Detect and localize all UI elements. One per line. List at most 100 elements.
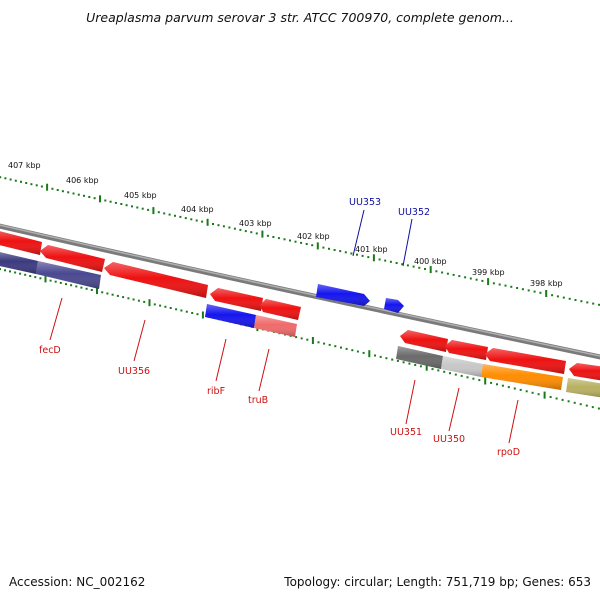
minor-tick <box>431 368 434 371</box>
major-tick <box>96 287 98 295</box>
gene-label-fecd[interactable]: fecD <box>39 345 61 356</box>
major-tick <box>316 242 319 250</box>
reverse-strand-genes <box>0 230 600 381</box>
minor-tick <box>131 205 133 208</box>
feature-block[interactable] <box>205 304 256 328</box>
minor-tick <box>419 365 422 368</box>
reverse-gene-labels: fecD UU356 ribF truB UU351 UU350 rpoD <box>39 297 520 458</box>
minor-tick <box>452 273 455 276</box>
minor-tick <box>361 254 364 257</box>
minor-tick <box>389 260 392 263</box>
gene-uu351-feature[interactable] <box>400 330 448 352</box>
minor-tick <box>379 355 382 358</box>
minor-tick <box>20 180 22 183</box>
gene-label-uu350[interactable]: UU350 <box>433 434 465 445</box>
feature-block[interactable] <box>254 315 297 337</box>
feature-block[interactable] <box>481 364 563 390</box>
minor-tick <box>104 199 107 202</box>
minor-tick <box>469 277 472 280</box>
minor-tick <box>266 234 269 237</box>
minor-tick <box>322 246 325 249</box>
minor-tick <box>163 212 166 215</box>
minor-tick <box>367 256 370 259</box>
feature-block[interactable] <box>441 356 483 377</box>
minor-tick <box>14 271 17 274</box>
minor-tick <box>549 396 552 398</box>
minor-tick <box>478 379 481 382</box>
gene-label-uu351[interactable]: UU351 <box>390 427 422 438</box>
gene-ribf-feature[interactable] <box>210 288 263 311</box>
minor-tick <box>88 196 91 198</box>
feature-block[interactable] <box>396 346 443 369</box>
minor-tick <box>490 381 493 384</box>
minor-tick <box>356 253 358 256</box>
minor-tick <box>244 230 247 233</box>
minor-tick <box>391 358 394 361</box>
feature-block[interactable] <box>36 261 101 289</box>
gene-uu356-feature[interactable] <box>104 262 208 298</box>
minor-tick <box>191 312 194 314</box>
minor-tick <box>24 273 27 276</box>
gene-uu352-feature[interactable] <box>384 298 404 313</box>
gene-rpod-feature[interactable] <box>485 348 566 374</box>
minor-tick <box>567 400 570 403</box>
minor-tick <box>157 211 160 214</box>
major-tick <box>429 266 432 274</box>
outer-major-ticks <box>46 183 548 297</box>
gene-trub-feature[interactable] <box>260 299 301 320</box>
map-title: Ureaplasma parvum serovar 3 str. ATCC 70… <box>86 10 514 25</box>
gene-label-rpod[interactable]: rpoD <box>497 447 520 458</box>
minor-tick <box>556 295 559 298</box>
gene-uu353-feature[interactable] <box>316 284 370 306</box>
gene-label-uu353[interactable]: UU353 <box>349 197 381 208</box>
gene-feature[interactable] <box>569 363 600 381</box>
minor-tick <box>568 297 571 300</box>
gene-label-trub[interactable]: truB <box>248 395 268 406</box>
minor-tick <box>185 310 188 313</box>
gene-label-ribf[interactable]: ribF <box>207 386 225 397</box>
minor-tick <box>533 290 536 293</box>
minor-tick <box>35 184 38 187</box>
minor-tick <box>507 386 510 389</box>
minor-tick <box>137 299 140 302</box>
kbp-label: 404 kbp <box>181 205 214 214</box>
minor-tick <box>356 350 359 353</box>
minor-tick <box>513 387 516 390</box>
minor-tick <box>143 300 146 303</box>
minor-tick <box>521 288 524 291</box>
minor-tick <box>323 342 326 345</box>
leader-line <box>133 319 146 362</box>
gene-uu350-feature[interactable] <box>445 340 488 360</box>
minor-tick <box>424 268 426 270</box>
minor-tick <box>4 269 6 272</box>
minor-tick <box>228 226 231 229</box>
minor-tick <box>573 401 576 404</box>
gene-fecd-feature[interactable] <box>40 245 105 272</box>
minor-tick <box>222 225 225 228</box>
minor-tick <box>175 308 178 311</box>
forward-strand-genes <box>316 284 404 313</box>
gene-feature[interactable] <box>0 230 42 255</box>
feature-block[interactable] <box>566 378 600 398</box>
major-tick <box>44 275 47 283</box>
major-tick <box>152 207 155 215</box>
minor-tick <box>537 393 540 396</box>
minor-tick <box>164 305 167 308</box>
minor-tick <box>396 359 399 362</box>
minor-tick <box>384 259 387 262</box>
feature-block[interactable] <box>0 251 38 274</box>
gene-label-uu352[interactable]: UU352 <box>398 207 430 218</box>
minor-tick <box>328 247 330 250</box>
minor-tick <box>472 377 475 380</box>
minor-tick <box>114 201 117 204</box>
minor-tick <box>311 244 314 247</box>
minor-tick <box>127 297 130 300</box>
kbp-label: 398 kbp <box>530 279 563 288</box>
major-tick <box>487 278 490 286</box>
minor-tick <box>30 183 33 186</box>
gene-label-uu356[interactable]: UU356 <box>118 366 150 377</box>
minor-tick <box>34 276 37 279</box>
minor-tick <box>29 275 32 277</box>
minor-tick <box>54 280 57 283</box>
leader-line <box>258 348 270 392</box>
